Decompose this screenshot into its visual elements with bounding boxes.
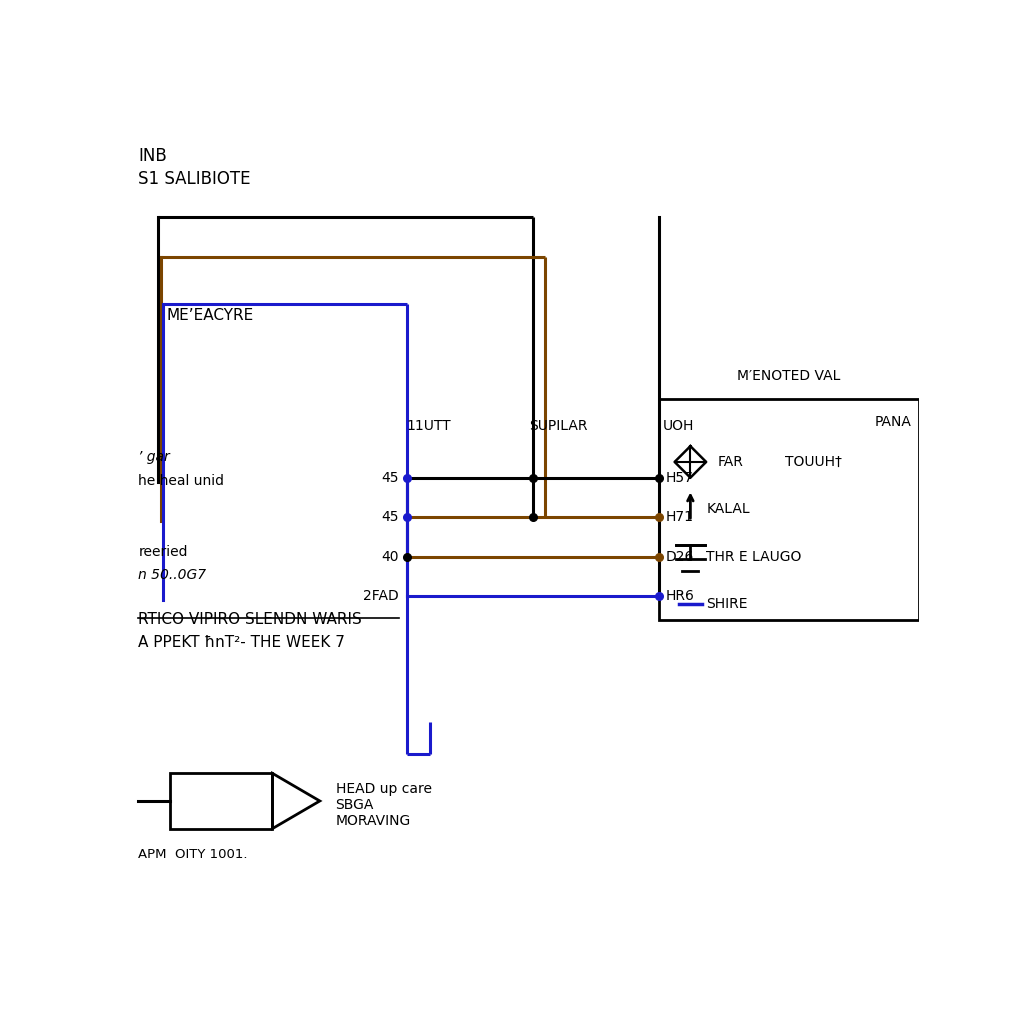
Text: 45: 45 [381, 471, 398, 484]
Text: 45: 45 [381, 510, 398, 524]
Text: FAR: FAR [718, 455, 743, 469]
Text: HEAD up care: HEAD up care [336, 782, 431, 796]
Text: UOH: UOH [663, 420, 694, 433]
Text: TOUUH†: TOUUH† [785, 455, 842, 469]
Text: H57: H57 [666, 471, 693, 484]
Text: ’ gar: ’ gar [138, 451, 170, 464]
Text: M′ENOTED VAL: M′ENOTED VAL [737, 369, 841, 383]
Text: reeried: reeried [138, 545, 188, 559]
Text: INB: INB [138, 146, 167, 165]
Text: KALAL: KALAL [707, 502, 750, 516]
Text: 40: 40 [381, 550, 398, 563]
Text: 11UTT: 11UTT [407, 420, 452, 433]
Text: n 50..0G7: n 50..0G7 [138, 568, 207, 583]
Text: MORAVING: MORAVING [336, 814, 411, 827]
Text: HR6: HR6 [666, 589, 694, 603]
Text: D26: D26 [666, 550, 693, 563]
Bar [658, 398, 920, 620]
Text: ME’EACYRE: ME’EACYRE [166, 308, 253, 324]
Text: SBGA: SBGA [336, 798, 374, 812]
Text: PANA: PANA [874, 415, 911, 429]
Text: A PPEKT ħnT²- THE WEEK 7: A PPEKT ħnT²- THE WEEK 7 [138, 635, 345, 650]
Text: H71: H71 [666, 510, 693, 524]
Text: THR E LAUGO: THR E LAUGO [707, 550, 802, 563]
Bar [170, 773, 272, 828]
Text: RTICO VIPIRO SLENDN WARIS: RTICO VIPIRO SLENDN WARIS [138, 611, 362, 627]
Text: S1 SALIBIOTE: S1 SALIBIOTE [138, 170, 251, 188]
Text: he heal unid: he heal unid [138, 474, 224, 487]
Text: SUPILAR: SUPILAR [528, 420, 587, 433]
Text: SHIRE: SHIRE [707, 597, 748, 611]
Text: APM  OITY 1001.: APM OITY 1001. [138, 848, 248, 861]
Text: 2FAD: 2FAD [362, 589, 398, 603]
